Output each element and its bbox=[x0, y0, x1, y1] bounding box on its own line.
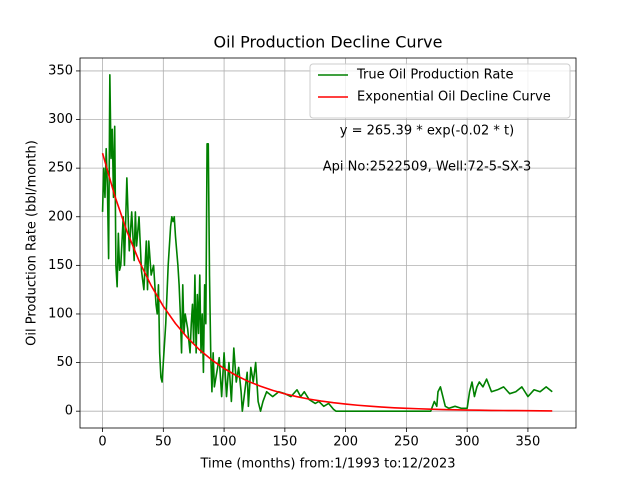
y-tick-label: 250 bbox=[48, 161, 73, 176]
y-tick-label: 150 bbox=[48, 258, 73, 273]
series-line bbox=[101, 74, 553, 412]
legend-label: True Oil Production Rate bbox=[356, 68, 513, 83]
x-axis-label: Time (months) from:1/1993 to:12/2023 bbox=[199, 457, 455, 472]
x-tick-label: 150 bbox=[272, 435, 297, 450]
x-tick-label: 0 bbox=[98, 435, 106, 450]
y-tick-label: 50 bbox=[56, 355, 73, 370]
y-tick-label: 0 bbox=[65, 404, 73, 419]
x-tick-label: 100 bbox=[212, 435, 237, 450]
x-tick-label: 50 bbox=[155, 435, 172, 450]
x-tick-label: 300 bbox=[455, 435, 480, 450]
plot-frame bbox=[79, 57, 577, 429]
legend-box bbox=[309, 63, 571, 119]
y-tick-label: 200 bbox=[48, 209, 73, 224]
y-tick-label: 100 bbox=[48, 306, 73, 321]
x-tick-label: 250 bbox=[394, 435, 419, 450]
legend-label: Exponential Oil Decline Curve bbox=[357, 90, 551, 105]
annotation: Api No:2522509, Well:72-5-SX-3 bbox=[323, 160, 531, 175]
chart-title: Oil Production Decline Curve bbox=[214, 33, 443, 52]
annotation: y = 265.39 * exp(-0.02 * t) bbox=[340, 124, 514, 139]
y-tick-label: 300 bbox=[48, 112, 73, 127]
x-tick-label: 350 bbox=[516, 435, 541, 450]
x-tick-label: 200 bbox=[333, 435, 358, 450]
y-axis-label: Oil Production Rate (bbl/month) bbox=[25, 140, 40, 346]
series-line bbox=[101, 152, 553, 412]
y-tick-label: 350 bbox=[48, 63, 73, 78]
